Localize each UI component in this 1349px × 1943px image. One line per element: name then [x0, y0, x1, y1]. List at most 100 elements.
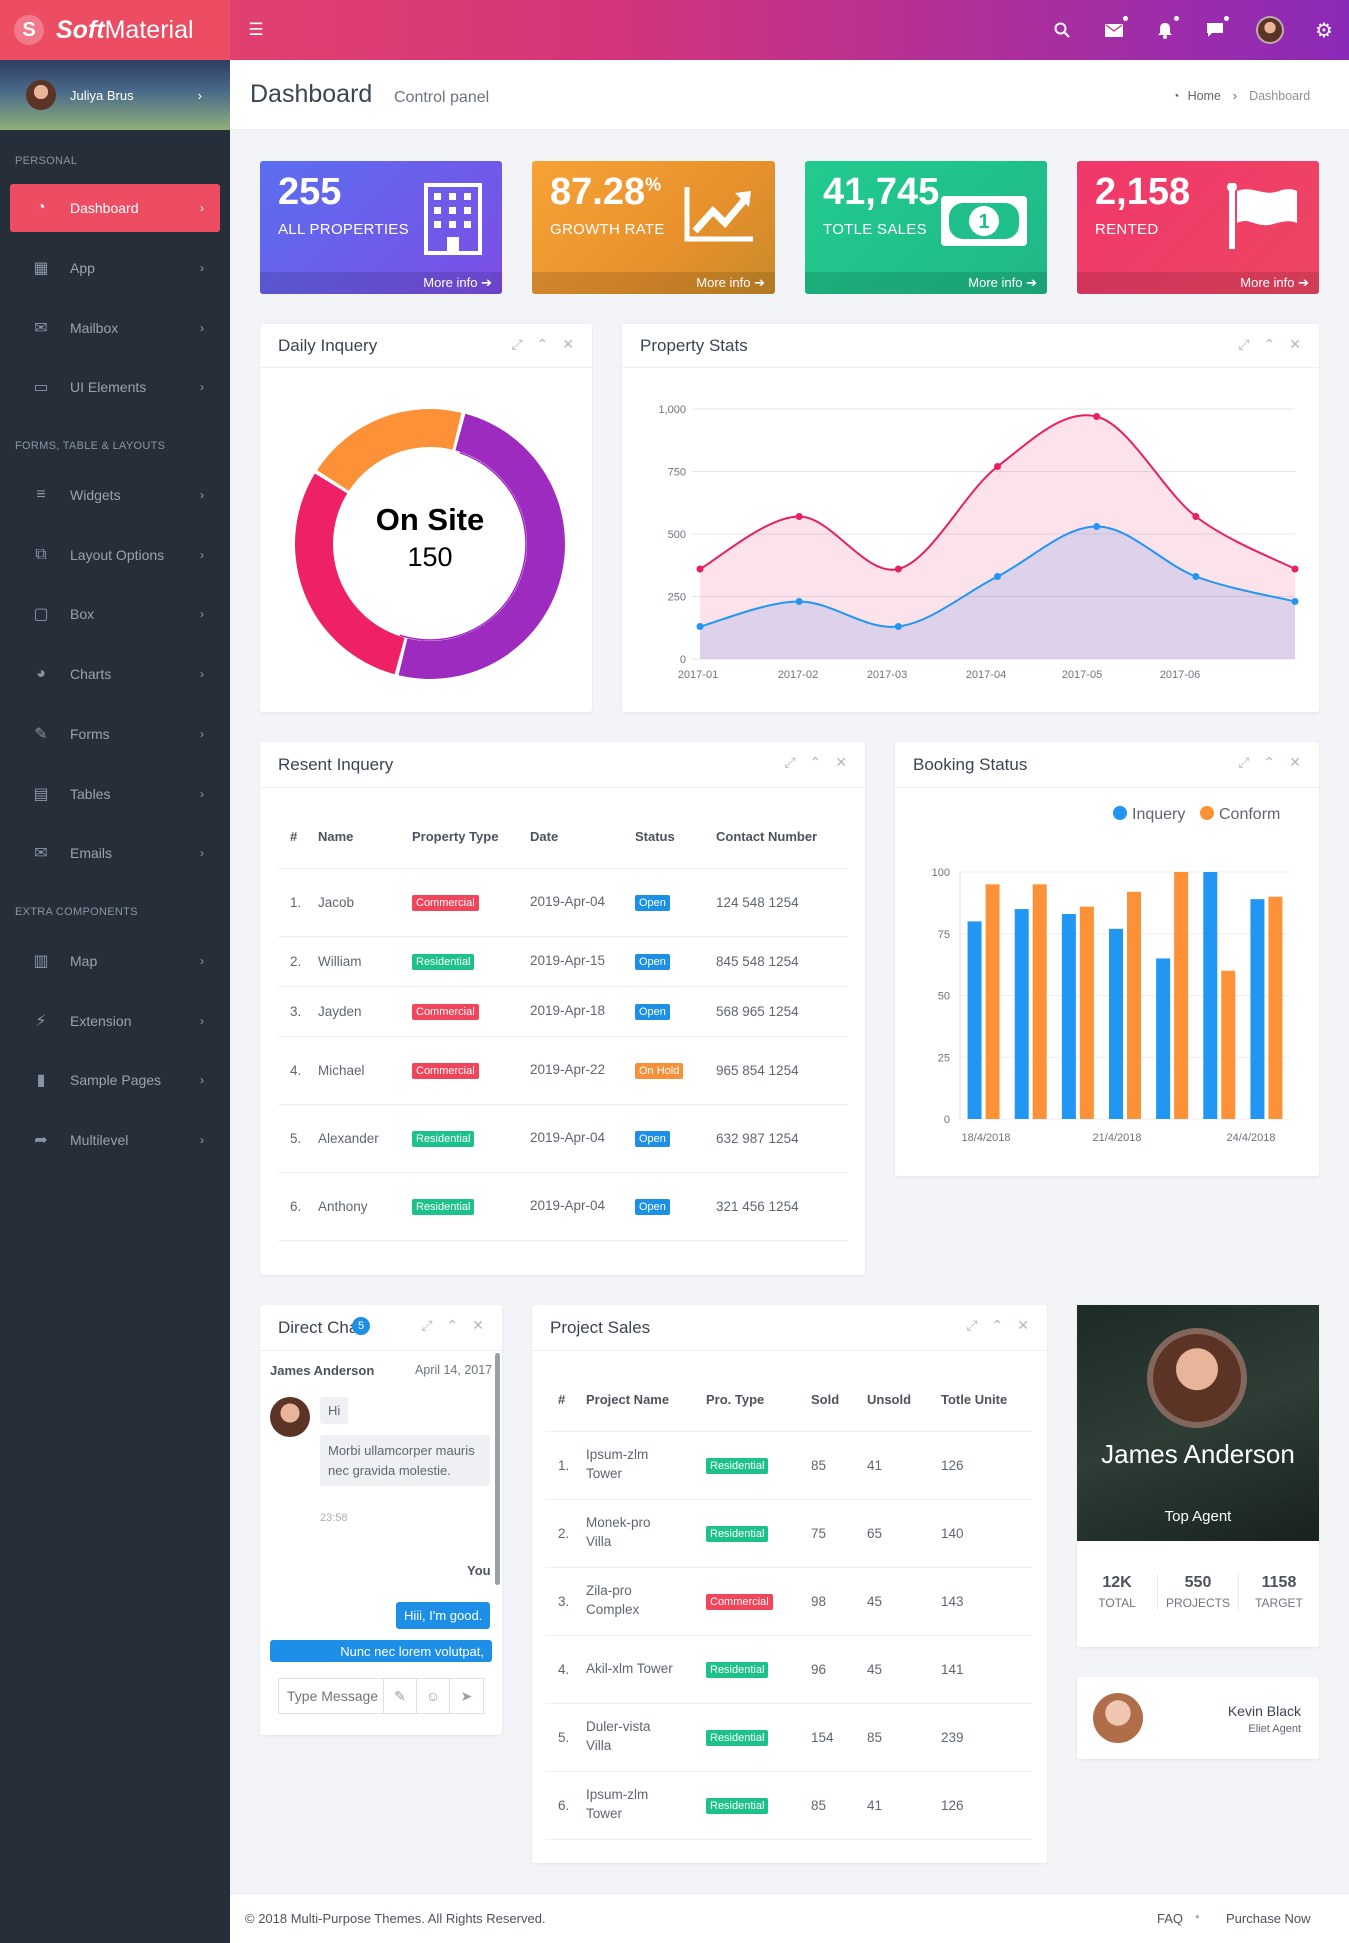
sidebar-section-extra: EXTRA COMPONENTS: [15, 906, 138, 918]
chat-message-input[interactable]: [279, 1679, 383, 1713]
breadcrumb-home[interactable]: Home: [1187, 89, 1221, 103]
sidebar-item-widgets[interactable]: ≡ Widgets ›: [10, 471, 220, 519]
agent-mini-name: Kevin Black: [1227, 1703, 1301, 1719]
close-icon[interactable]: ✕: [835, 754, 847, 770]
row-date: 2019-Apr-04: [530, 868, 635, 937]
sidebar-item-multilevel[interactable]: ➦ Multilevel ›: [10, 1116, 220, 1164]
row-total: 126: [941, 1431, 1032, 1500]
expand-icon[interactable]: ⤢: [784, 754, 796, 770]
collapse-icon[interactable]: ⌃: [536, 336, 549, 352]
sidebar-item-label: Charts: [70, 666, 112, 682]
sidebar-item-map[interactable]: ▥ Map ›: [10, 937, 220, 985]
collapse-icon[interactable]: ⌃: [446, 1317, 459, 1333]
close-icon[interactable]: ✕: [1289, 336, 1301, 352]
chat-scrollbar[interactable]: [495, 1353, 500, 1585]
collapse-icon[interactable]: ⌃: [809, 754, 822, 770]
stat-value-number: 87.28: [550, 171, 646, 213]
grid-icon: ▦: [33, 260, 49, 277]
x-tick-label: 24/4/2018: [1227, 1132, 1276, 1144]
table-row: 1. Jacob Commercial 2019-Apr-04 Open 124…: [278, 868, 848, 937]
stat-label: RENTED: [1095, 221, 1159, 238]
expand-icon[interactable]: ⤢: [1238, 754, 1250, 770]
sidebar-item-ui-elements[interactable]: ▭ UI Elements ›: [10, 363, 220, 411]
dashboard-icon: ◔: [36, 199, 46, 216]
sidebar-user-panel[interactable]: Juliya Brus ›: [0, 60, 230, 130]
row-unsold: 41: [867, 1431, 941, 1500]
sidebar-item-label: UI Elements: [70, 379, 147, 395]
smile-icon[interactable]: ☺: [416, 1679, 449, 1713]
footer-faq-link[interactable]: FAQ: [1157, 1911, 1184, 1926]
more-info-link[interactable]: More info ➔: [260, 272, 502, 294]
expand-icon[interactable]: ⤢: [421, 1317, 433, 1333]
collapse-icon[interactable]: ⌃: [1263, 754, 1276, 770]
card-header: Daily Inquery ⤢ ⌃ ✕: [260, 324, 592, 368]
bar-conform: [985, 884, 1000, 1119]
x-tick-label: 2017-02: [778, 669, 818, 681]
x-tick-label: 2017-06: [1160, 669, 1200, 681]
footer: [230, 1893, 1349, 1943]
data-point: [795, 598, 803, 605]
column-header: #: [546, 1369, 586, 1432]
close-icon[interactable]: ✕: [562, 336, 574, 352]
sidebar-item-sample-pages[interactable]: ▮ Sample Pages ›: [10, 1056, 220, 1104]
close-icon[interactable]: ✕: [1017, 1317, 1029, 1333]
sidebar-item-app[interactable]: ▦ App ›: [10, 244, 220, 292]
close-icon[interactable]: ✕: [472, 1317, 484, 1333]
square-icon: ▢: [33, 606, 49, 623]
chat-count-badge: 5: [352, 1317, 370, 1335]
row-contact: 845 548 1254: [716, 936, 848, 987]
project-type-badge: Residential: [706, 1661, 769, 1678]
send-icon[interactable]: ➤: [449, 1679, 483, 1713]
mail-icon[interactable]: [1102, 16, 1128, 42]
card-title: Booking Status: [913, 754, 1028, 774]
row-unsold: 41: [867, 1771, 941, 1840]
more-info-link[interactable]: More info ➔: [805, 272, 1047, 294]
sidebar-item-charts[interactable]: ◕ Charts ›: [10, 650, 220, 698]
bell-icon[interactable]: [1153, 16, 1179, 42]
sidebar-item-emails[interactable]: ✉ Emails ›: [10, 829, 220, 877]
row-date: 2019-Apr-04: [530, 1104, 635, 1173]
sidebar-item-forms[interactable]: ✎ Forms ›: [10, 710, 220, 758]
sidebar-item-tables[interactable]: ▤ Tables ›: [10, 770, 220, 818]
chat-icon[interactable]: [1203, 16, 1229, 42]
sidebar-item-label: Widgets: [70, 487, 121, 503]
header-avatar[interactable]: [1256, 16, 1284, 44]
donut-slice-2: [317, 409, 462, 491]
paperclip-icon[interactable]: ✎: [383, 1679, 416, 1713]
brand-bold: Soft: [56, 15, 105, 44]
sidebar-item-dashboard[interactable]: ◔ Dashboard ›: [10, 184, 220, 232]
sidebar-item-layout-options[interactable]: ⧉ Layout Options ›: [10, 531, 220, 579]
collapse-icon[interactable]: ⌃: [991, 1317, 1004, 1333]
agent-stat: 550 PROJECTS: [1158, 1574, 1239, 1610]
project-sales-table: # Project Name Pro. Type Sold Unsold Tot…: [546, 1369, 1032, 1840]
bar-conform: [1032, 884, 1047, 1119]
chevron-right-icon: ›: [200, 261, 204, 275]
menu-icon[interactable]: ☰: [248, 20, 264, 39]
collapse-icon[interactable]: ⌃: [1263, 336, 1276, 352]
chat-message: Hi: [320, 1397, 349, 1424]
search-icon[interactable]: [1050, 18, 1074, 42]
list-icon: ≡: [36, 486, 46, 503]
envelope-icon: ✉: [34, 320, 48, 337]
expand-icon[interactable]: ⤢: [511, 336, 523, 352]
more-info-link[interactable]: More info ➔: [1077, 272, 1319, 294]
more-info-link[interactable]: More info ➔: [532, 272, 775, 294]
donut-slices: [295, 409, 565, 679]
expand-icon[interactable]: ⤢: [966, 1317, 978, 1333]
area-chart: 0 250 500 750 1,000 2017-01 2017-02 2017-03 2017…: [658, 404, 1299, 681]
footer-purchase-link[interactable]: Purchase Now: [1226, 1911, 1311, 1926]
row-name: William: [318, 936, 412, 987]
sidebar-item-box[interactable]: ▢ Box ›: [10, 590, 220, 638]
expand-icon[interactable]: ⤢: [1238, 336, 1250, 352]
sidebar-item-extension[interactable]: ⚡ Extension ›: [10, 997, 220, 1045]
stat-card-growth: 87.28% GROWTH RATE More info ➔: [532, 161, 775, 294]
agent-stat: 12K TOTAL: [1077, 1574, 1158, 1610]
y-tick-label: 500: [668, 529, 686, 541]
column-header: Totle Unite: [941, 1369, 1032, 1432]
bar-inquery: [1156, 958, 1171, 1119]
status-badge: Open: [635, 1003, 670, 1020]
close-icon[interactable]: ✕: [1289, 754, 1301, 770]
brand-logo[interactable]: S Soft Material: [0, 0, 230, 60]
sidebar-item-mailbox[interactable]: ✉ Mailbox ›: [10, 304, 220, 352]
gear-icon[interactable]: ⚙: [1315, 19, 1333, 42]
